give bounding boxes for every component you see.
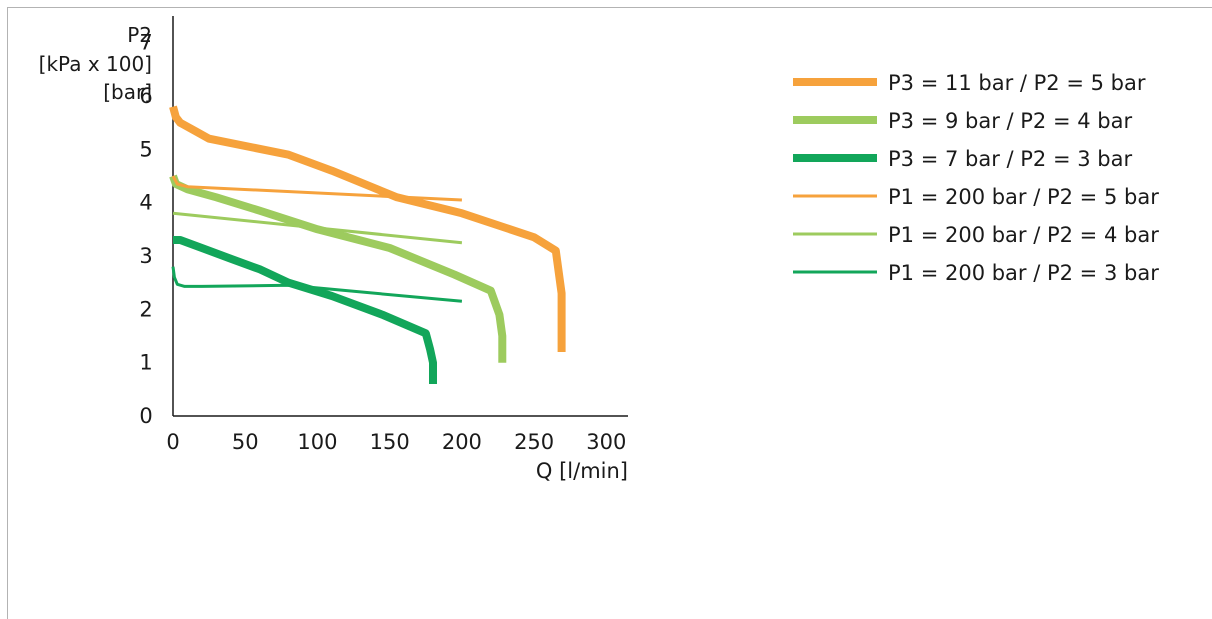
- legend-label: P3 = 7 bar / P2 = 3 bar: [888, 147, 1132, 171]
- series-line: [169, 174, 507, 363]
- legend-label: P3 = 9 bar / P2 = 4 bar: [888, 109, 1132, 133]
- series-line: [169, 105, 566, 352]
- series-lines: [169, 105, 566, 384]
- y-axis-label-line: [bar]: [103, 80, 152, 104]
- y-tick-label: 2: [139, 297, 152, 321]
- y-axis-label-line: [kPa x 100]: [39, 52, 152, 76]
- x-tick-label: 50: [232, 430, 259, 454]
- y-tick-label: 6: [139, 84, 152, 108]
- chart-frame: [7, 7, 1212, 619]
- y-tick-label: 5: [139, 137, 152, 161]
- y-axis-label-line: P2: [127, 23, 152, 47]
- legend-label: P3 = 11 bar / P2 = 5 bar: [888, 71, 1146, 95]
- legend: P3 = 11 bar / P2 = 5 bar P3 = 9 bar / P2 …: [793, 71, 1159, 285]
- y-tick-label: 4: [139, 191, 152, 215]
- x-tick-label: 250: [514, 430, 554, 454]
- y-tick-labels: 0 1 2 3 4 5 6 7: [139, 31, 152, 428]
- legend-label: P1 = 200 bar / P2 = 4 bar: [888, 223, 1159, 247]
- x-tick-label: 200: [442, 430, 482, 454]
- x-tick-label: 300: [586, 430, 626, 454]
- x-tick-labels: 0 50 100 150 200 250 300: [166, 430, 626, 454]
- series-line: [172, 211, 463, 245]
- y-axis-label: P2 [kPa x 100] [bar]: [39, 23, 152, 104]
- series-line: [171, 266, 463, 303]
- y-tick-label: 7: [139, 31, 152, 55]
- legend-label: P1 = 200 bar / P2 = 3 bar: [888, 261, 1159, 285]
- series-line: [171, 175, 462, 202]
- legend-label: P1 = 200 bar / P2 = 5 bar: [888, 185, 1159, 209]
- axes: [172, 16, 628, 417]
- series-line: [173, 236, 437, 384]
- x-tick-label: 100: [297, 430, 337, 454]
- x-tick-label: 0: [166, 430, 179, 454]
- x-axis-label: Q [l/min]: [536, 459, 628, 483]
- y-tick-label: 0: [139, 404, 152, 428]
- x-tick-label: 150: [370, 430, 410, 454]
- y-tick-label: 3: [139, 244, 152, 268]
- y-tick-label: 1: [139, 351, 152, 375]
